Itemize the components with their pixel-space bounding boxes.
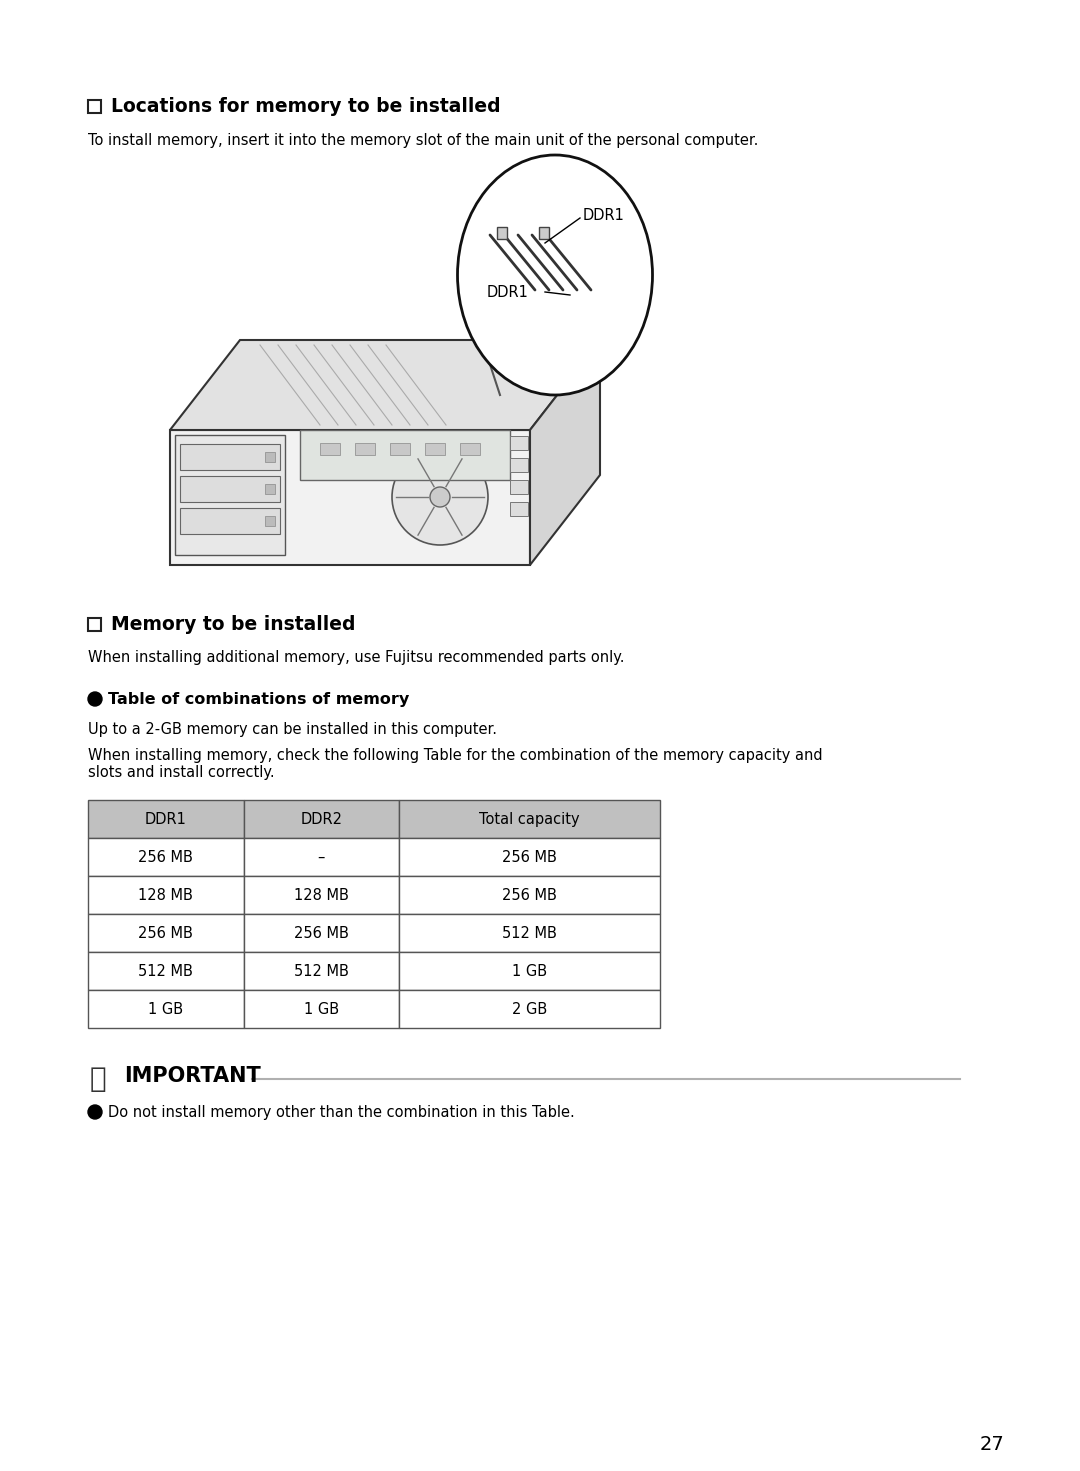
Bar (87, 618, 102, 631)
Text: 512 MB: 512 MB (502, 925, 557, 940)
Polygon shape (530, 340, 600, 565)
Bar (244, 800, 400, 838)
Text: 256 MB: 256 MB (138, 925, 193, 940)
Circle shape (87, 691, 102, 706)
Text: DDR1: DDR1 (145, 812, 187, 827)
Text: 256 MB: 256 MB (138, 849, 193, 865)
Bar (87, 990, 244, 1028)
Bar (87, 952, 244, 990)
Bar (175, 435, 285, 555)
Bar (87, 800, 244, 838)
Text: 256 MB: 256 MB (502, 849, 557, 865)
Bar (510, 480, 528, 494)
Text: 256 MB: 256 MB (294, 925, 349, 940)
Bar (426, 443, 445, 455)
Bar (320, 443, 340, 455)
Bar (87, 100, 102, 113)
Polygon shape (170, 340, 600, 430)
Text: Memory to be installed: Memory to be installed (111, 615, 355, 634)
Bar (510, 435, 528, 450)
Bar (180, 477, 280, 502)
Text: Locations for memory to be installed: Locations for memory to be installed (111, 97, 501, 116)
Circle shape (430, 487, 450, 507)
Text: DDR1: DDR1 (487, 284, 529, 300)
Text: 2 GB: 2 GB (512, 1002, 548, 1016)
Polygon shape (170, 430, 530, 565)
Bar (539, 227, 549, 238)
Bar (400, 877, 660, 913)
Bar (87, 877, 244, 913)
Circle shape (392, 449, 488, 544)
Bar (87, 913, 244, 952)
Bar (265, 452, 275, 462)
Bar (400, 838, 660, 877)
Text: 128 MB: 128 MB (294, 887, 349, 903)
Text: 512 MB: 512 MB (294, 964, 349, 978)
Bar (244, 877, 400, 913)
Bar (510, 502, 528, 516)
Bar (265, 516, 275, 527)
Text: DDR2: DDR2 (300, 812, 342, 827)
Text: When installing additional memory, use Fujitsu recommended parts only.: When installing additional memory, use F… (87, 650, 624, 665)
Bar (87, 838, 244, 877)
Bar (400, 990, 660, 1028)
Bar (497, 227, 507, 238)
Bar (400, 913, 660, 952)
Text: Total capacity: Total capacity (480, 812, 580, 827)
Text: IMPORTANT: IMPORTANT (124, 1066, 260, 1086)
Text: 27: 27 (980, 1436, 1004, 1453)
Text: 🖊: 🖊 (90, 1065, 107, 1093)
Text: 1 GB: 1 GB (148, 1002, 184, 1016)
Bar (460, 443, 480, 455)
Text: 128 MB: 128 MB (138, 887, 193, 903)
Bar (400, 800, 660, 838)
Bar (355, 443, 375, 455)
Bar (400, 952, 660, 990)
Text: Do not install memory other than the combination in this Table.: Do not install memory other than the com… (108, 1105, 575, 1119)
Bar (390, 443, 410, 455)
Bar (244, 990, 400, 1028)
Text: 512 MB: 512 MB (138, 964, 193, 978)
Bar (244, 952, 400, 990)
Text: Up to a 2-GB memory can be installed in this computer.: Up to a 2-GB memory can be installed in … (87, 722, 497, 737)
Text: 1 GB: 1 GB (303, 1002, 339, 1016)
Bar (180, 444, 280, 471)
Text: To install memory, insert it into the memory slot of the main unit of the person: To install memory, insert it into the me… (87, 132, 758, 149)
Text: –: – (318, 849, 325, 865)
Text: DDR1: DDR1 (583, 207, 625, 222)
Text: When installing memory, check the following Table for the combination of the mem: When installing memory, check the follow… (87, 747, 823, 781)
Bar (244, 913, 400, 952)
Text: 1 GB: 1 GB (512, 964, 548, 978)
Text: Table of combinations of memory: Table of combinations of memory (108, 691, 409, 706)
Circle shape (87, 1105, 102, 1119)
Polygon shape (300, 430, 510, 480)
Bar (510, 457, 528, 472)
Bar (265, 484, 275, 494)
Bar (180, 507, 280, 534)
Ellipse shape (458, 154, 652, 396)
Bar (244, 838, 400, 877)
Text: 256 MB: 256 MB (502, 887, 557, 903)
